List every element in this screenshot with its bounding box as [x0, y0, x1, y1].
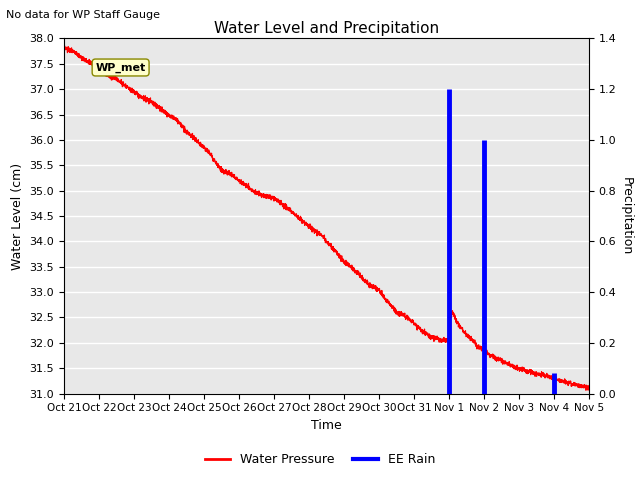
Title: Water Level and Precipitation: Water Level and Precipitation — [214, 21, 439, 36]
Legend: Water Pressure, EE Rain: Water Pressure, EE Rain — [200, 448, 440, 471]
Y-axis label: Precipitation: Precipitation — [620, 177, 633, 255]
Y-axis label: Water Level (cm): Water Level (cm) — [11, 162, 24, 270]
X-axis label: Time: Time — [311, 419, 342, 432]
Text: WP_met: WP_met — [95, 62, 146, 72]
Text: No data for WP Staff Gauge: No data for WP Staff Gauge — [6, 10, 161, 20]
